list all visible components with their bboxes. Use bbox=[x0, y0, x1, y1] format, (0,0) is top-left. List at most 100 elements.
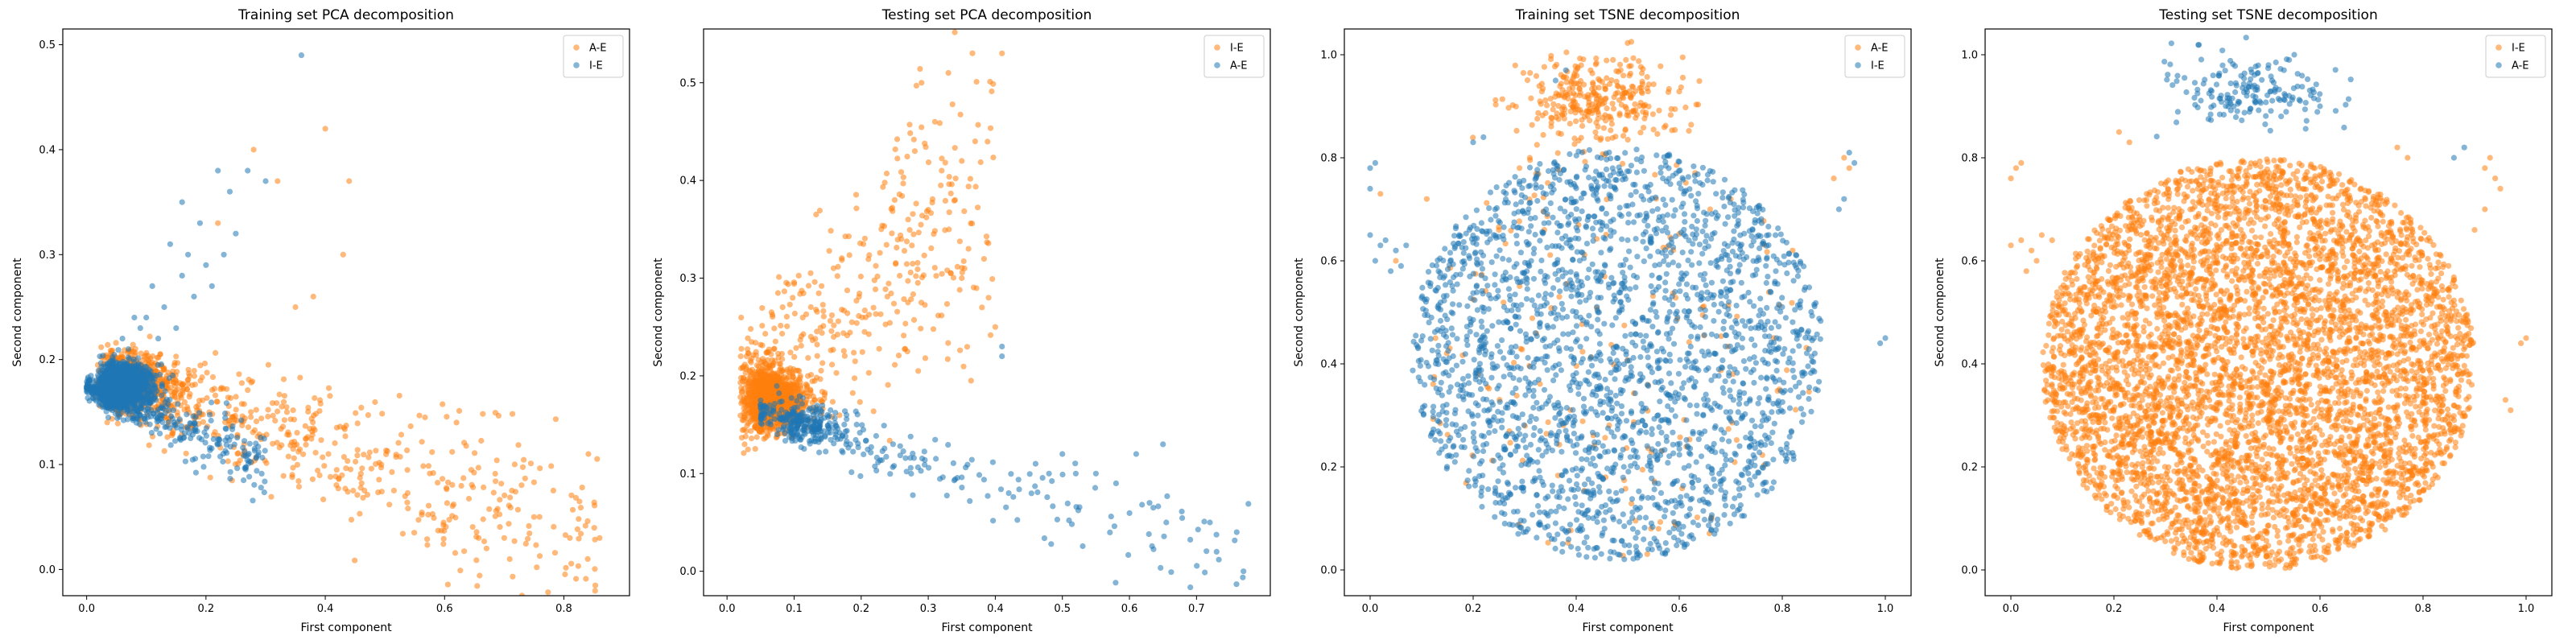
data-point bbox=[146, 369, 152, 376]
data-point bbox=[236, 371, 242, 378]
data-point bbox=[114, 420, 121, 427]
data-point bbox=[120, 394, 126, 400]
data-point bbox=[759, 323, 766, 329]
data-point bbox=[196, 220, 203, 226]
data-point bbox=[138, 373, 144, 379]
data-point bbox=[181, 398, 188, 406]
data-point bbox=[576, 516, 582, 522]
data-point bbox=[857, 398, 863, 405]
data-point bbox=[169, 415, 175, 422]
data-point bbox=[283, 404, 290, 411]
data-point bbox=[304, 434, 311, 440]
data-point bbox=[122, 388, 129, 394]
data-point bbox=[783, 279, 790, 286]
data-point bbox=[196, 410, 203, 416]
data-point bbox=[449, 448, 456, 455]
data-point bbox=[399, 530, 406, 537]
data-point bbox=[200, 397, 206, 403]
data-point bbox=[404, 447, 411, 454]
data-point bbox=[897, 272, 903, 279]
data-point bbox=[949, 101, 956, 108]
x-tick-label: 0.0 bbox=[78, 603, 95, 615]
data-point bbox=[152, 385, 159, 392]
data-point bbox=[844, 287, 851, 294]
data-point bbox=[204, 369, 210, 376]
data-point bbox=[738, 345, 745, 352]
data-point bbox=[217, 436, 223, 443]
data-point bbox=[900, 180, 906, 187]
data-point bbox=[312, 449, 319, 456]
data-point bbox=[148, 430, 155, 436]
data-point bbox=[111, 367, 118, 374]
data-point bbox=[309, 476, 316, 482]
data-point bbox=[959, 269, 965, 276]
data-point bbox=[294, 461, 300, 469]
data-point bbox=[114, 382, 120, 388]
data-point bbox=[192, 469, 199, 476]
data-point bbox=[285, 453, 291, 460]
data-point bbox=[340, 251, 346, 258]
data-point bbox=[210, 436, 217, 443]
data-point bbox=[203, 262, 209, 268]
data-point bbox=[411, 530, 418, 536]
data-point bbox=[253, 407, 259, 413]
data-point bbox=[753, 362, 760, 369]
data-point bbox=[573, 576, 580, 582]
data-point bbox=[354, 452, 361, 459]
data-point bbox=[510, 411, 516, 417]
data-point bbox=[223, 442, 229, 448]
data-point bbox=[130, 358, 137, 365]
data-point bbox=[232, 412, 238, 419]
data-point bbox=[278, 426, 284, 432]
data-point bbox=[519, 464, 526, 470]
x-axis-label: First component bbox=[300, 621, 392, 634]
data-point bbox=[258, 470, 265, 477]
data-point bbox=[312, 427, 318, 433]
x-tick-label: 0.2 bbox=[198, 603, 215, 615]
data-point bbox=[161, 448, 167, 454]
data-point bbox=[315, 467, 321, 474]
data-point bbox=[187, 420, 193, 427]
data-point bbox=[737, 353, 744, 360]
data-point bbox=[425, 511, 431, 518]
data-point bbox=[568, 492, 575, 498]
data-point bbox=[307, 426, 313, 432]
data-point bbox=[902, 320, 909, 327]
data-point bbox=[89, 389, 95, 395]
data-point bbox=[456, 407, 463, 414]
data-point bbox=[196, 435, 203, 441]
data-point bbox=[383, 451, 390, 457]
data-point bbox=[316, 472, 323, 479]
data-point bbox=[221, 251, 227, 258]
data-point bbox=[357, 474, 363, 481]
data-point bbox=[192, 382, 198, 388]
data-point bbox=[592, 536, 598, 543]
data-point bbox=[179, 199, 185, 205]
data-point bbox=[173, 353, 180, 360]
data-point bbox=[115, 347, 122, 353]
data-point bbox=[245, 424, 252, 431]
data-point bbox=[939, 155, 945, 162]
data-point bbox=[200, 419, 206, 425]
data-point bbox=[745, 335, 751, 341]
data-point bbox=[861, 235, 868, 242]
data-point bbox=[292, 303, 299, 311]
data-point bbox=[534, 564, 540, 571]
data-point bbox=[828, 228, 834, 234]
data-point bbox=[490, 489, 497, 496]
data-point bbox=[882, 286, 889, 292]
data-point bbox=[223, 400, 229, 407]
data-point bbox=[829, 398, 836, 405]
data-point bbox=[894, 245, 900, 251]
data-point bbox=[766, 363, 772, 369]
data-point bbox=[373, 448, 379, 454]
chart-title: Training set PCA decomposition bbox=[237, 7, 454, 23]
data-point bbox=[109, 387, 115, 394]
legend-label: I-E bbox=[589, 60, 603, 72]
data-point bbox=[917, 66, 923, 72]
data-point bbox=[506, 502, 512, 509]
data-point bbox=[354, 492, 361, 498]
data-point bbox=[493, 478, 499, 485]
data-point bbox=[405, 506, 411, 512]
